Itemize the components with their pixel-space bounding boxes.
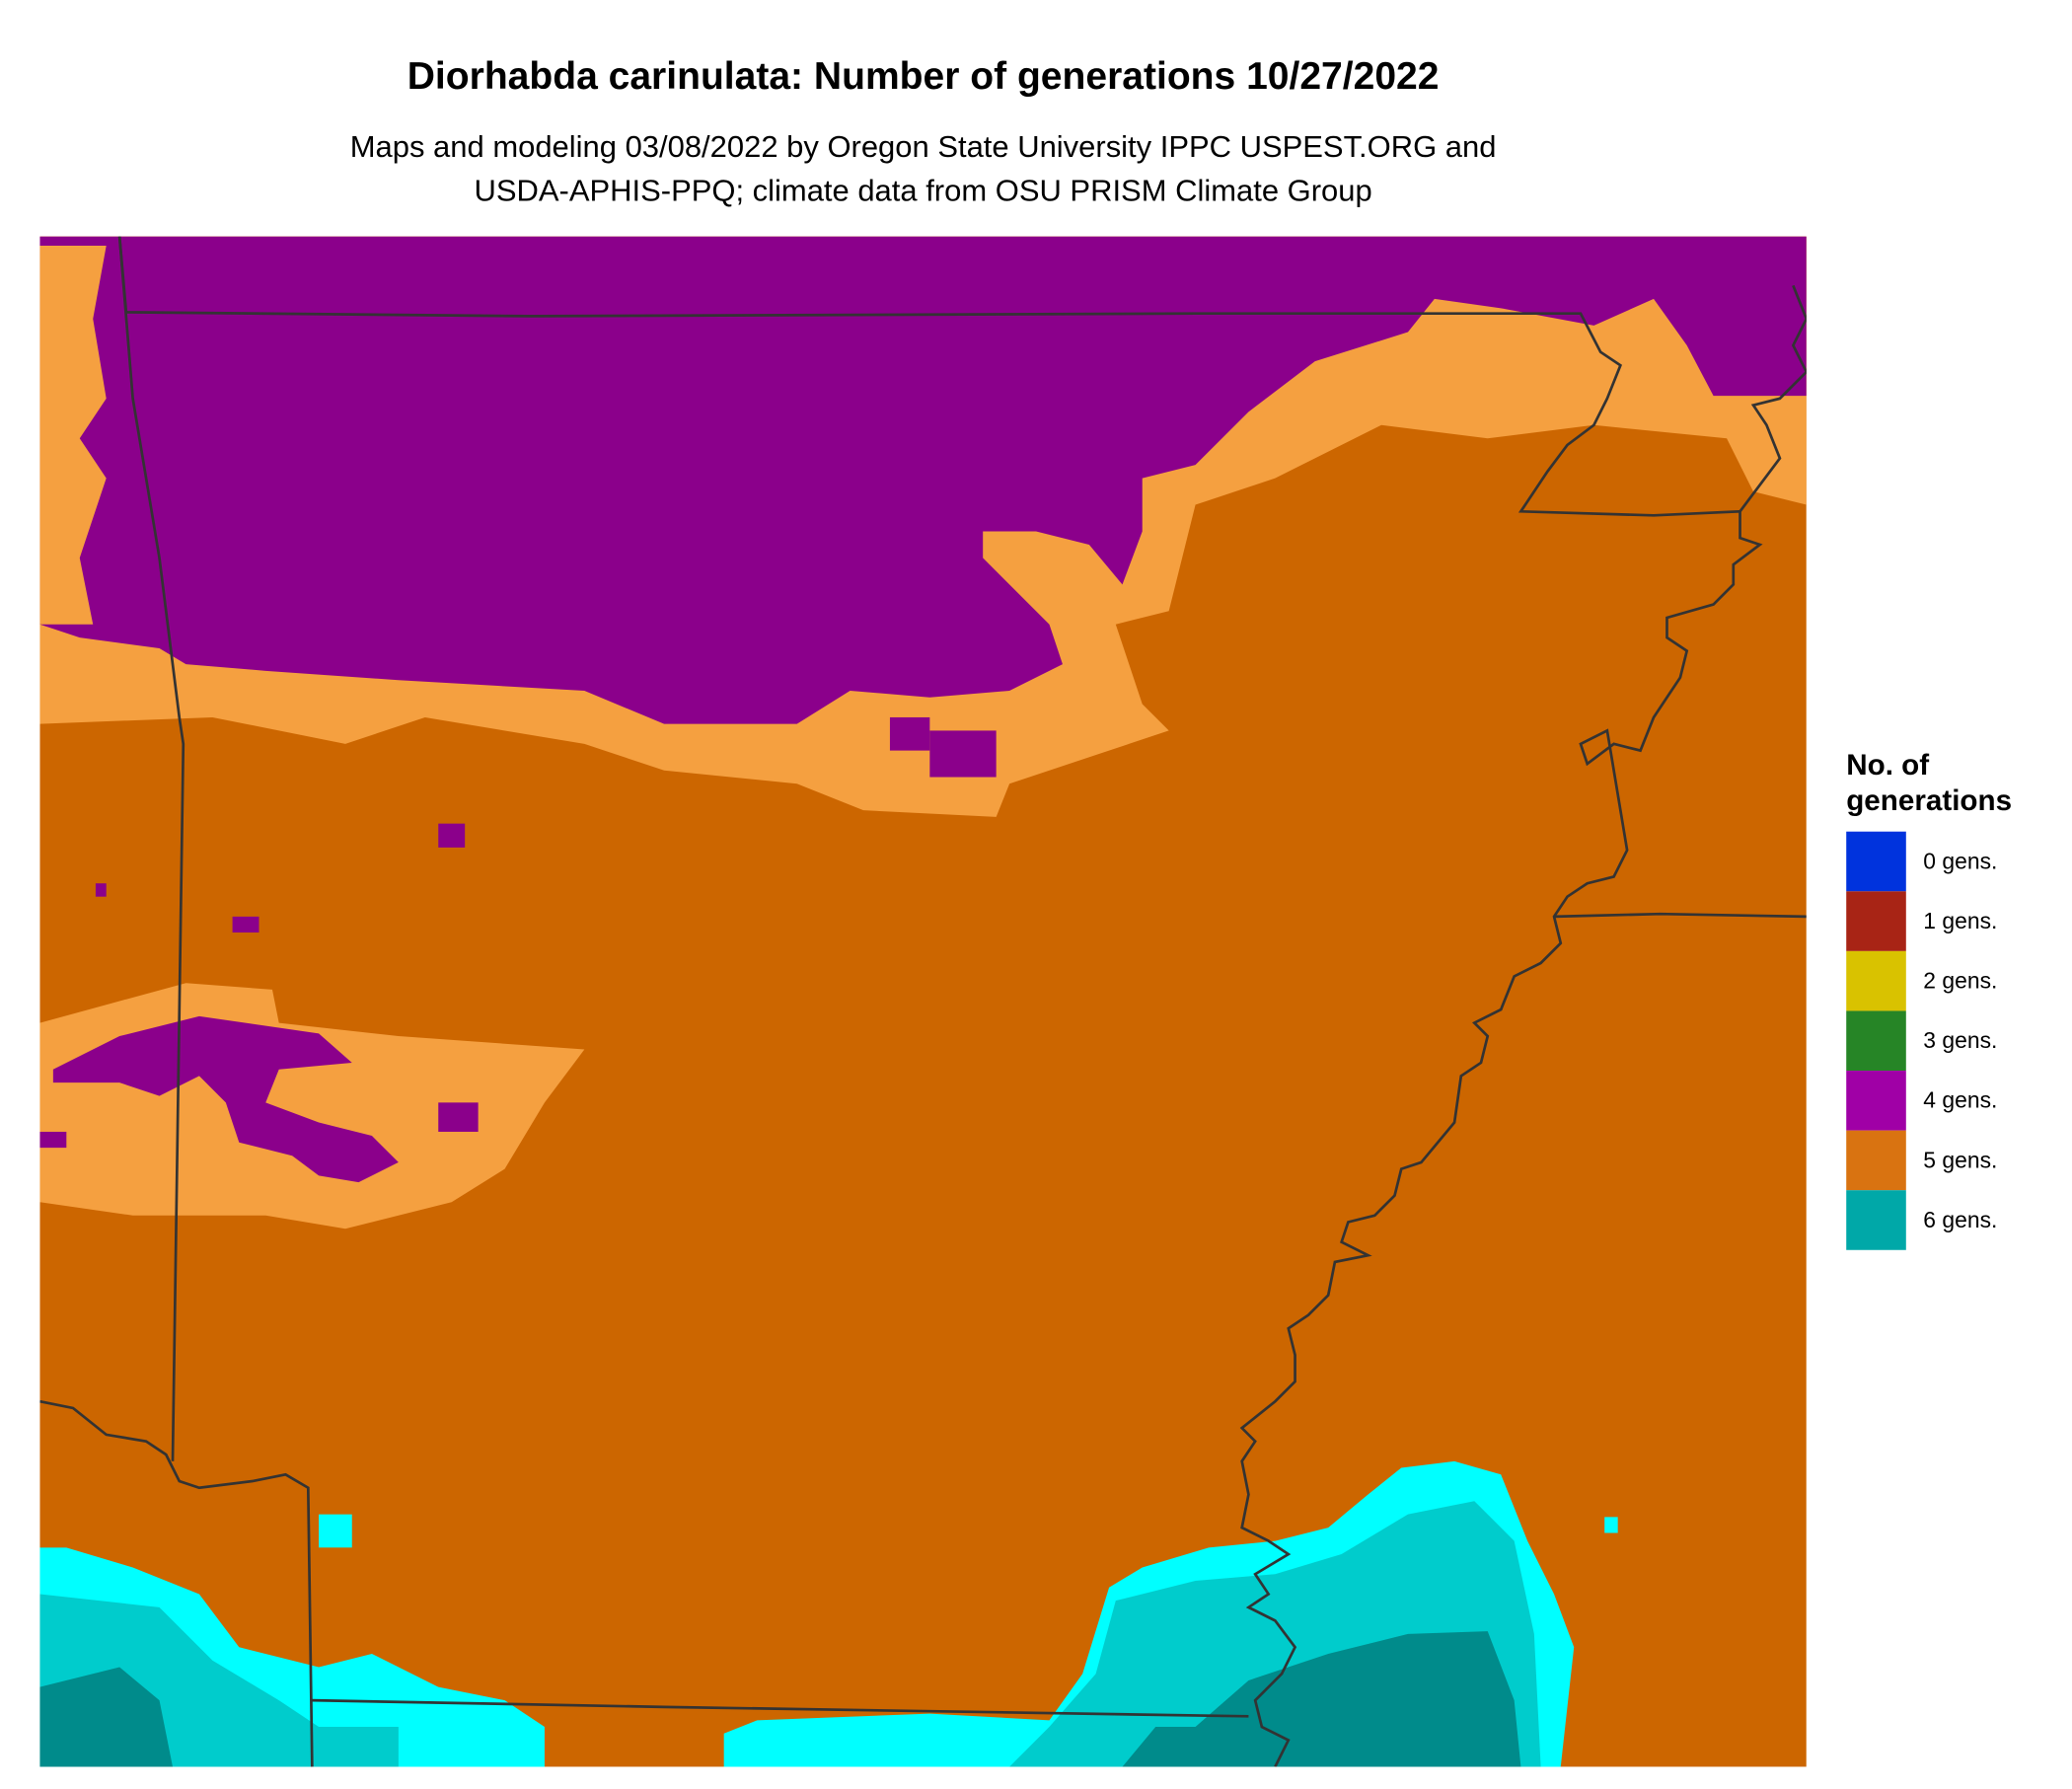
region-4-gens-pocket bbox=[95, 883, 107, 897]
legend-item: 0 gens. bbox=[1846, 831, 2012, 892]
chart-subtitle: Maps and modeling 03/08/2022 by Oregon S… bbox=[0, 125, 1846, 213]
legend-label: 4 gens. bbox=[1923, 1086, 1998, 1113]
state-border-south bbox=[312, 1698, 1249, 1718]
legend-swatch bbox=[1846, 891, 1906, 951]
region-4-gens-pocket bbox=[929, 730, 997, 778]
legend-label: 2 gens. bbox=[1923, 967, 1998, 994]
legend-label: 1 gens. bbox=[1923, 908, 1998, 933]
legend: No. of generations 0 gens. 1 gens. 2 gens.… bbox=[1846, 747, 2012, 1250]
generations-map bbox=[39, 236, 1807, 1767]
legend-label: 0 gens. bbox=[1923, 848, 1998, 874]
legend-swatch bbox=[1846, 1010, 1906, 1072]
state-border-northeast bbox=[1739, 284, 1807, 513]
legend-label: 5 gens. bbox=[1923, 1147, 1998, 1173]
legend-swatch bbox=[1846, 1071, 1906, 1131]
legend-label: 3 gens. bbox=[1923, 1027, 1998, 1053]
region-4-gens-north bbox=[39, 236, 1807, 724]
legend-item: 5 gens. bbox=[1846, 1130, 2012, 1191]
legend-item: 4 gens. bbox=[1846, 1071, 2012, 1131]
region-4-gens-pocket bbox=[438, 1102, 479, 1132]
chart-title: Diorhabda carinulata: Number of generati… bbox=[407, 55, 1440, 99]
region-6-gens-dark-southwest bbox=[39, 1667, 174, 1767]
region-6-gens-dark-southeast bbox=[1122, 1631, 1521, 1767]
subtitle-line-2: USDA-APHIS-PPQ; climate data from OSU PR… bbox=[474, 173, 1372, 208]
legend-item: 6 gens. bbox=[1846, 1190, 2012, 1250]
legend-title: No. of generations bbox=[1846, 747, 2012, 819]
subtitle-line-1: Maps and modeling 03/08/2022 by Oregon S… bbox=[349, 128, 1497, 164]
legend-swatch bbox=[1846, 1190, 1906, 1250]
region-4-gens-west-central bbox=[52, 1015, 399, 1183]
legend-title-line-2: generations bbox=[1846, 783, 2013, 817]
region-5-gens-light-west bbox=[39, 246, 107, 625]
region-4-gens-pocket bbox=[232, 916, 259, 933]
legend-swatch bbox=[1846, 1130, 1906, 1191]
legend-item: 1 gens. bbox=[1846, 891, 2012, 951]
legend-swatch bbox=[1846, 831, 1906, 892]
legend-items: 0 gens. 1 gens. 2 gens. 3 gens. 4 gens. 5 gen… bbox=[1846, 831, 2012, 1250]
state-border-west bbox=[117, 236, 185, 1461]
legend-item: 2 gens. bbox=[1846, 950, 2012, 1011]
legend-item: 3 gens. bbox=[1846, 1010, 2012, 1072]
legend-swatch bbox=[1846, 950, 1906, 1011]
region-4-gens-pocket bbox=[438, 823, 466, 848]
region-6-gens-cyan-patch bbox=[1604, 1517, 1618, 1533]
legend-label: 6 gens. bbox=[1923, 1207, 1998, 1232]
region-4-gens-pocket bbox=[889, 716, 930, 751]
state-border-east-west bbox=[1554, 912, 1807, 919]
state-border-east bbox=[117, 236, 1763, 1767]
state-border-southwest bbox=[39, 1399, 314, 1767]
region-6-gens-cyan-patch bbox=[319, 1514, 352, 1548]
region-4-gens-pocket bbox=[39, 1131, 67, 1149]
legend-title-line-1: No. of bbox=[1846, 747, 1930, 782]
